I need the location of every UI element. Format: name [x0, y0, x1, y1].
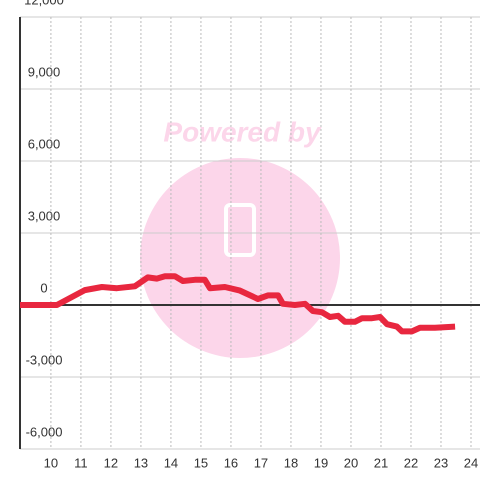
x-tick-label: 18 — [284, 455, 298, 470]
x-tick-label: 15 — [194, 455, 208, 470]
y-tick-label: 3,000 — [28, 208, 61, 223]
watermark-logo — [140, 158, 340, 358]
x-tick-label: 16 — [224, 455, 238, 470]
watermark-text: Powered by — [163, 116, 322, 147]
x-tick-label: 12 — [104, 455, 118, 470]
y-tick-label: -3,000 — [26, 352, 63, 367]
x-tick-label: 20 — [344, 455, 358, 470]
x-tick-label: 21 — [374, 455, 388, 470]
x-tick-label: 24 — [464, 455, 478, 470]
x-tick-label: 19 — [314, 455, 328, 470]
y-tick-label: 6,000 — [28, 136, 61, 151]
x-tick-label: 11 — [74, 455, 88, 470]
x-tick-label: 10 — [44, 455, 58, 470]
y-tick-label: 9,000 — [28, 64, 61, 79]
x-tick-label: 23 — [434, 455, 448, 470]
x-tick-label: 13 — [134, 455, 148, 470]
data-line — [20, 273, 456, 335]
y-tick-label: -6,000 — [26, 424, 63, 439]
y-tick-label: 12,000 — [24, 0, 64, 7]
y-tick-label: 0 — [40, 280, 47, 295]
watermark-icon — [224, 203, 256, 257]
x-tick-label: 14 — [164, 455, 178, 470]
x-tick-label: 22 — [404, 455, 418, 470]
x-tick-label: 17 — [254, 455, 268, 470]
